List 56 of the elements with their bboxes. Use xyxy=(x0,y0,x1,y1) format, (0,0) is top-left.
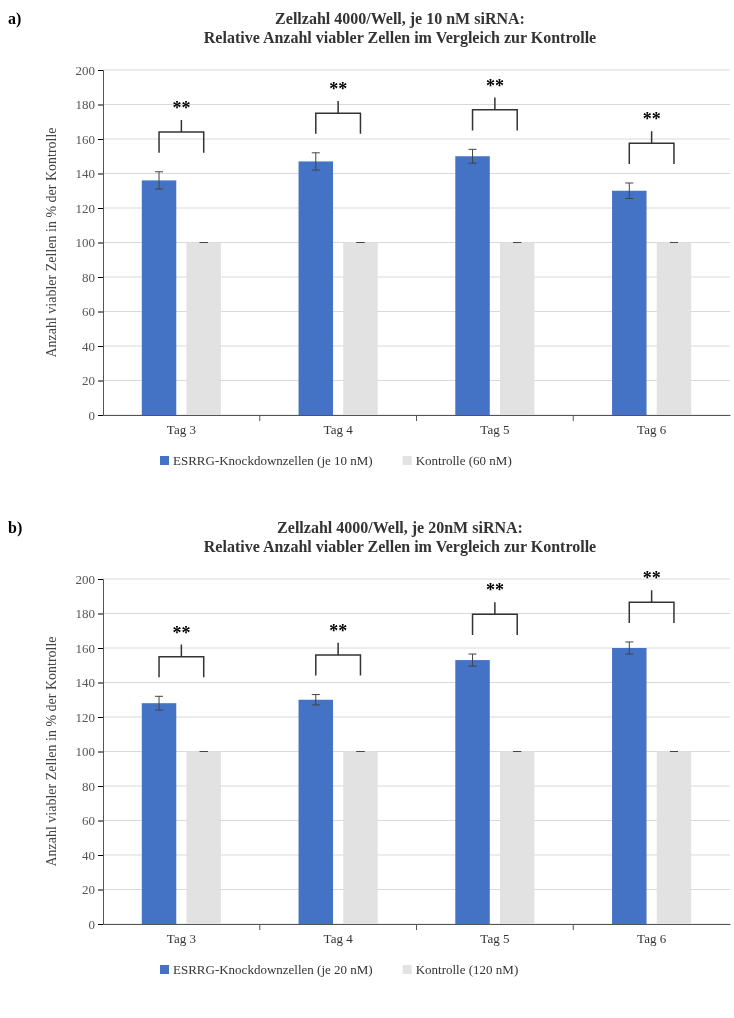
annotation: ** xyxy=(485,75,504,96)
y-tick-label: 60 xyxy=(82,304,95,320)
chart-title: Zellzahl 4000/Well, je 20nM siRNA: Relative Anzahl viabler Zellen im Vergleich zur Kontrolle xyxy=(203,519,597,556)
y-tick-label: 80 xyxy=(82,778,95,794)
y-tick-label: 100 xyxy=(75,744,95,760)
y-tick-label: 80 xyxy=(82,269,95,285)
y-tick-label: 200 xyxy=(75,571,95,587)
y-tick-label: 40 xyxy=(82,338,95,354)
y-tick-label: 120 xyxy=(75,709,95,725)
annotation: ** xyxy=(485,580,504,601)
x-tick-label: Tag 3 xyxy=(166,931,196,947)
y-tick-label: 0 xyxy=(88,407,95,423)
legend-label: ESRRG-Knockdownzellen (je 10 nM) xyxy=(173,453,373,468)
y-tick-label: 20 xyxy=(82,373,95,389)
x-tick-label: Tag 5 xyxy=(480,931,510,947)
legend-label: Kontrolle (120 nM) xyxy=(415,962,519,977)
bar xyxy=(298,161,334,415)
text: a) xyxy=(8,10,22,28)
y-tick-label: 140 xyxy=(75,675,95,691)
annotation: ** xyxy=(172,98,191,119)
bar xyxy=(455,156,490,415)
bar xyxy=(455,660,490,924)
x-tick-label: Tag 4 xyxy=(323,422,354,438)
legend-label: ESRRG-Knockdownzellen (je 20 nM) xyxy=(173,962,373,977)
annotation: ** xyxy=(642,568,661,589)
y-axis-title: Anzahl viabler Zellen in % der Kontrolle xyxy=(44,636,59,867)
y-tick-label: 120 xyxy=(75,200,95,216)
x-tick-label: Tag 3 xyxy=(166,422,196,438)
annotation: ** xyxy=(329,620,348,641)
bar xyxy=(612,648,647,924)
annotation: ** xyxy=(172,622,191,643)
bar xyxy=(141,703,177,924)
y-tick-label: 180 xyxy=(75,97,95,113)
y-tick-label: 160 xyxy=(75,131,95,147)
chart-title: Zellzahl 4000/Well, je 10 nM siRNA: Relative Anzahl viabler Zellen im Vergleich zur Kontrolle xyxy=(203,10,597,47)
y-tick-label: 0 xyxy=(88,916,95,932)
y-tick-label: 140 xyxy=(75,166,95,182)
y-tick-label: 60 xyxy=(82,813,95,829)
y-tick-label: 200 xyxy=(75,62,95,78)
annotation: ** xyxy=(329,79,348,100)
legend-label: Kontrolle (60 nM) xyxy=(415,453,512,468)
bar xyxy=(612,190,647,415)
y-axis-title: Anzahl viabler Zellen in % der Kontrolle xyxy=(44,127,59,358)
text: b) xyxy=(8,519,23,537)
y-tick-label: 100 xyxy=(75,235,95,251)
y-tick-label: 180 xyxy=(75,606,95,622)
bar xyxy=(141,180,177,415)
y-tick-label: 20 xyxy=(82,882,95,898)
x-tick-label: Tag 5 xyxy=(480,422,510,438)
y-tick-label: 160 xyxy=(75,640,95,656)
bar xyxy=(298,699,334,924)
x-tick-label: Tag 6 xyxy=(637,931,667,947)
y-tick-label: 40 xyxy=(82,847,95,863)
x-tick-label: Tag 4 xyxy=(323,931,354,947)
x-tick-label: Tag 6 xyxy=(637,422,667,438)
annotation: ** xyxy=(642,109,661,130)
